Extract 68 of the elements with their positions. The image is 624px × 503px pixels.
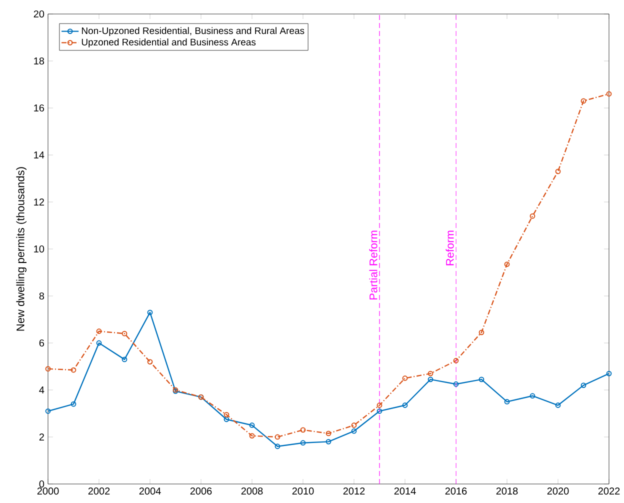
x-tick-label: 2008 (241, 488, 263, 495)
point (96, 340, 102, 346)
y-tick-label: 20 (34, 10, 44, 18)
x-tick-label: 2006 (190, 488, 212, 495)
x-tick-label: 2020 (547, 488, 569, 495)
point (555, 402, 561, 408)
point (224, 416, 230, 422)
point (504, 399, 510, 404)
point (580, 382, 586, 388)
x-tick-label: 2012 (343, 488, 365, 495)
point (428, 370, 434, 376)
x-tick-label: 2002 (88, 488, 110, 495)
point (274, 444, 280, 450)
point (70, 401, 76, 407)
x-tick-label: 2016 (445, 488, 467, 495)
y-tick-label: 10 (34, 245, 44, 253)
point (249, 433, 255, 439)
point (300, 440, 306, 446)
point (478, 376, 484, 382)
y-tick-label: 18 (34, 57, 44, 65)
point (402, 402, 408, 408)
point (300, 427, 306, 433)
point (376, 408, 382, 414)
point (402, 376, 408, 381)
y-tick-label: 0 (39, 480, 44, 488)
point (606, 91, 612, 97)
y-tick-label: 6 (39, 339, 44, 347)
point (122, 356, 128, 362)
x-tick-label: 2004 (139, 488, 161, 495)
point (453, 381, 459, 387)
point (147, 359, 153, 364)
point (122, 330, 128, 336)
point (70, 367, 76, 373)
point (45, 366, 51, 372)
point (478, 330, 484, 336)
point (504, 262, 510, 267)
y-tick-label: 16 (34, 104, 44, 112)
y-tick-label: 2 (39, 434, 44, 440)
y-tick-label: 8 (39, 292, 44, 300)
legend-label: Upzoned Residential and Business Areas (82, 38, 256, 48)
y-axis-title: New dwelling permits (thousands) (16, 167, 26, 331)
y-tick-label: 12 (34, 198, 44, 206)
point (274, 434, 280, 440)
x-tick-label: 2000 (37, 488, 59, 495)
y-tick-label: 14 (34, 152, 44, 158)
point (580, 98, 586, 104)
point (555, 168, 561, 174)
ref-line-label: Partial Reform (369, 230, 378, 300)
point (147, 310, 153, 316)
legend-label: Non-Upzoned Residential, Business and Rural Areas (82, 27, 304, 36)
point (351, 422, 357, 428)
point (376, 402, 382, 408)
point (428, 376, 434, 382)
point (224, 412, 230, 418)
x-tick-label: 2010 (292, 488, 314, 495)
x-tick-label: 2022 (598, 488, 620, 495)
point (530, 393, 536, 399)
point (530, 213, 536, 219)
y-tick-label: 4 (39, 386, 44, 394)
point (453, 358, 459, 364)
ref-line-label: Reform (446, 230, 454, 266)
point (351, 428, 357, 434)
x-tick-label: 2018 (496, 488, 518, 495)
point (326, 430, 332, 436)
x-tick-label: 2014 (394, 488, 416, 495)
point (249, 422, 255, 428)
point (326, 438, 332, 444)
point (96, 328, 102, 334)
